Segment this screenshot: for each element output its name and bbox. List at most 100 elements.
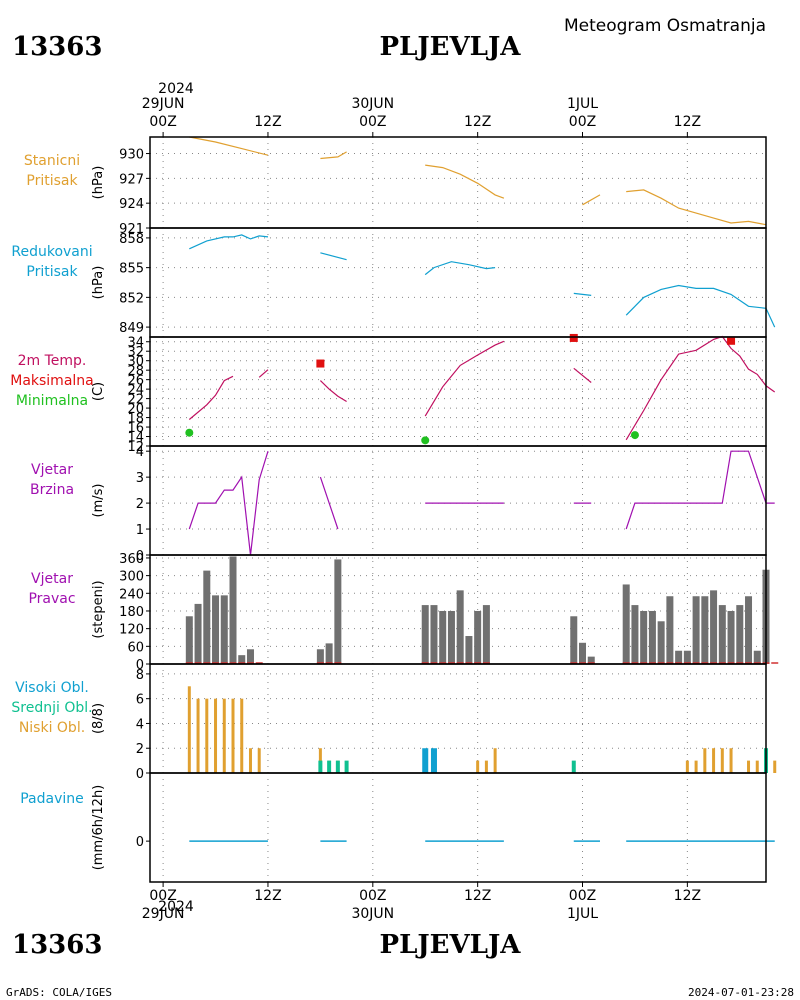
cloud-bar-low — [248, 748, 252, 773]
temp-ytick-label: 16 — [127, 421, 144, 436]
pressure-ytick-label: 927 — [119, 172, 144, 187]
pressure-series-line — [189, 136, 269, 156]
cloud-bar-low — [493, 748, 497, 773]
tmax-marker — [727, 336, 736, 345]
bottom-hour-label: 12Z — [254, 888, 281, 904]
top-hour-label: 00Z — [569, 114, 596, 130]
reduced-label-1: Pritisak — [26, 264, 78, 280]
cloud-bar-mid — [318, 760, 323, 773]
wind-ytick-label: 3 — [136, 471, 144, 486]
wind-direction-bar — [421, 605, 429, 664]
wind-direction-bar — [220, 595, 228, 664]
cloud-bar-low — [755, 760, 759, 773]
wind-unit-label: (m/s) — [91, 484, 106, 518]
winddir-ytick-label: 300 — [119, 570, 144, 585]
cloud-bar-mid — [571, 760, 576, 773]
wind-direction-bar — [456, 590, 464, 664]
reduced-label-0: Redukovani — [11, 244, 92, 260]
wind-direction-bar — [640, 610, 648, 664]
top-date-label: 1JUL — [567, 96, 598, 112]
wind-direction-bar — [203, 570, 211, 664]
reduced-series-line — [424, 261, 496, 276]
reduced-series-line — [320, 252, 347, 261]
cloud-bar-low — [703, 748, 707, 773]
chart-title: Meteogram Osmatranja — [564, 16, 766, 36]
footer-timestamp: 2024-07-01-23:28 — [688, 986, 794, 999]
pressure-series-line — [320, 151, 347, 160]
cloud-bar-low — [720, 748, 724, 773]
temp-series-line — [188, 375, 234, 420]
wind-direction-bar — [675, 650, 683, 664]
station-id-bottom: 13363 — [12, 930, 102, 960]
cloud-bar-low — [712, 748, 716, 773]
temp-ytick-label: 22 — [127, 393, 144, 408]
cloud-bar-low — [240, 698, 244, 773]
precip-label-0: Padavine — [20, 791, 84, 807]
station-name-bottom: PLJEVLJA — [380, 930, 522, 960]
reduced-ytick-label: 855 — [119, 262, 144, 277]
cloud-bar-mid — [344, 760, 349, 773]
temp-ytick-label: 30 — [127, 355, 144, 370]
wind-ytick-label: 0 — [136, 549, 144, 564]
wind-direction-bar — [474, 610, 482, 664]
top-hour-label: 00Z — [359, 114, 386, 130]
temp-label-2: Minimalna — [16, 393, 88, 409]
bottom-date-label: 29JUN — [142, 906, 185, 922]
wind-series-line — [319, 476, 339, 530]
wind-series-line — [625, 450, 775, 530]
temp-ytick-label: 34 — [127, 336, 144, 351]
pressure-label-0: Stanicni — [24, 153, 80, 169]
temp-ytick-label: 20 — [127, 402, 144, 417]
temp-ytick-label: 18 — [127, 412, 144, 427]
cloud-bar-low — [214, 698, 218, 773]
wind-ytick-label: 2 — [136, 497, 144, 512]
bottom-year-label: 2024 — [158, 899, 194, 915]
clouds-ytick-label: 6 — [136, 693, 144, 708]
tmin-marker — [630, 431, 639, 440]
reduced-panel-frame — [149, 227, 767, 338]
wind-direction-bar — [718, 605, 726, 664]
wind-direction-bar — [246, 649, 254, 664]
reduced-unit-label: (hPa) — [91, 266, 106, 300]
wind-direction-bar — [570, 616, 578, 664]
bottom-date-label: 1JUL — [567, 906, 598, 922]
plot-layer: 2024202429JUN00Z00Z29JUN12Z12Z30JUN00Z00… — [10, 81, 779, 922]
pressure-ytick-label: 924 — [119, 197, 144, 212]
winddir-label-1: Pravac — [28, 591, 75, 607]
wind-direction-bar — [701, 596, 709, 664]
wind-direction-bar — [657, 621, 665, 664]
reduced-ytick-label: 849 — [119, 321, 144, 336]
cloud-bar-low — [729, 748, 733, 773]
cloud-bar-low — [231, 698, 235, 773]
bottom-hour-label: 00Z — [149, 888, 176, 904]
precip-panel-frame — [149, 772, 767, 883]
wind-series-line — [188, 451, 269, 556]
cloud-bar-low — [476, 760, 480, 773]
wind-direction-bar — [683, 650, 691, 664]
top-hour-label: 00Z — [149, 114, 176, 130]
pressure-ytick-label: 921 — [119, 222, 144, 237]
clouds-label-0: Visoki Obl. — [15, 680, 89, 696]
temp-label-0: 2m Temp. — [18, 353, 87, 369]
winddir-unit-label: (stepeni) — [91, 580, 106, 638]
temp-series-line — [258, 369, 269, 378]
bottom-hour-label: 00Z — [569, 888, 596, 904]
station-id-top: 13363 — [12, 32, 102, 62]
temp-ytick-label: 24 — [127, 383, 144, 398]
wind-direction-bar — [212, 595, 220, 664]
cloud-bar-low — [257, 748, 261, 773]
cloud-bar-low — [187, 686, 191, 773]
clouds-ytick-label: 2 — [136, 742, 144, 757]
tmax-marker — [569, 333, 578, 342]
wind-direction-bar — [194, 603, 202, 664]
wind-direction-bar — [622, 584, 630, 664]
wind-direction-bar — [316, 649, 324, 664]
temp-ytick-label: 14 — [127, 431, 144, 446]
temp-ytick-label: 12 — [127, 440, 144, 455]
wind-direction-bar — [587, 656, 595, 664]
pressure-series-line — [425, 164, 505, 199]
wind-direction-bar — [325, 643, 333, 664]
top-hour-label: 12Z — [254, 114, 281, 130]
cloud-bar-high — [422, 748, 429, 773]
